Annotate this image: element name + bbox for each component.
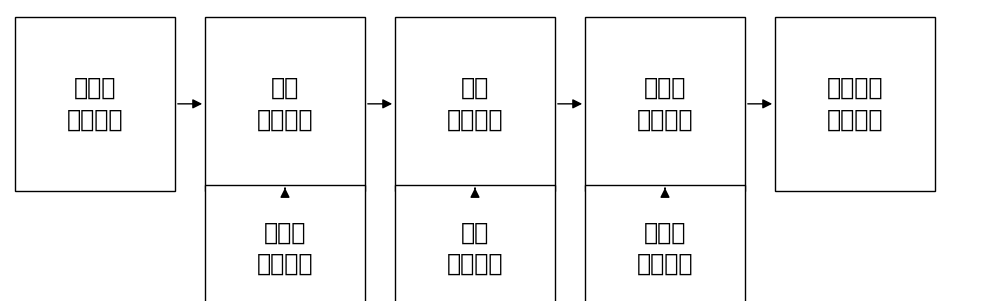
Bar bbox=[15, 17, 175, 191]
Bar bbox=[205, 185, 365, 301]
Text: 煤泥水
处理装置: 煤泥水 处理装置 bbox=[257, 221, 313, 276]
Bar bbox=[395, 185, 555, 301]
Bar bbox=[775, 17, 935, 191]
Bar bbox=[395, 17, 555, 191]
Text: 硫酸
回收装置: 硫酸 回收装置 bbox=[447, 221, 503, 276]
Text: 电化学
脱硫装置: 电化学 脱硫装置 bbox=[637, 76, 693, 132]
Text: 化学
脱硫装置: 化学 脱硫装置 bbox=[447, 76, 503, 132]
Bar bbox=[585, 17, 745, 191]
Text: 煤基体
储备装置: 煤基体 储备装置 bbox=[67, 76, 123, 132]
Text: 硫化物
回收装置: 硫化物 回收装置 bbox=[637, 221, 693, 276]
Bar bbox=[205, 17, 365, 191]
Bar bbox=[585, 185, 745, 301]
Text: 电池燃料
收集装置: 电池燃料 收集装置 bbox=[827, 76, 883, 132]
Text: 物理
清洗装置: 物理 清洗装置 bbox=[257, 76, 313, 132]
